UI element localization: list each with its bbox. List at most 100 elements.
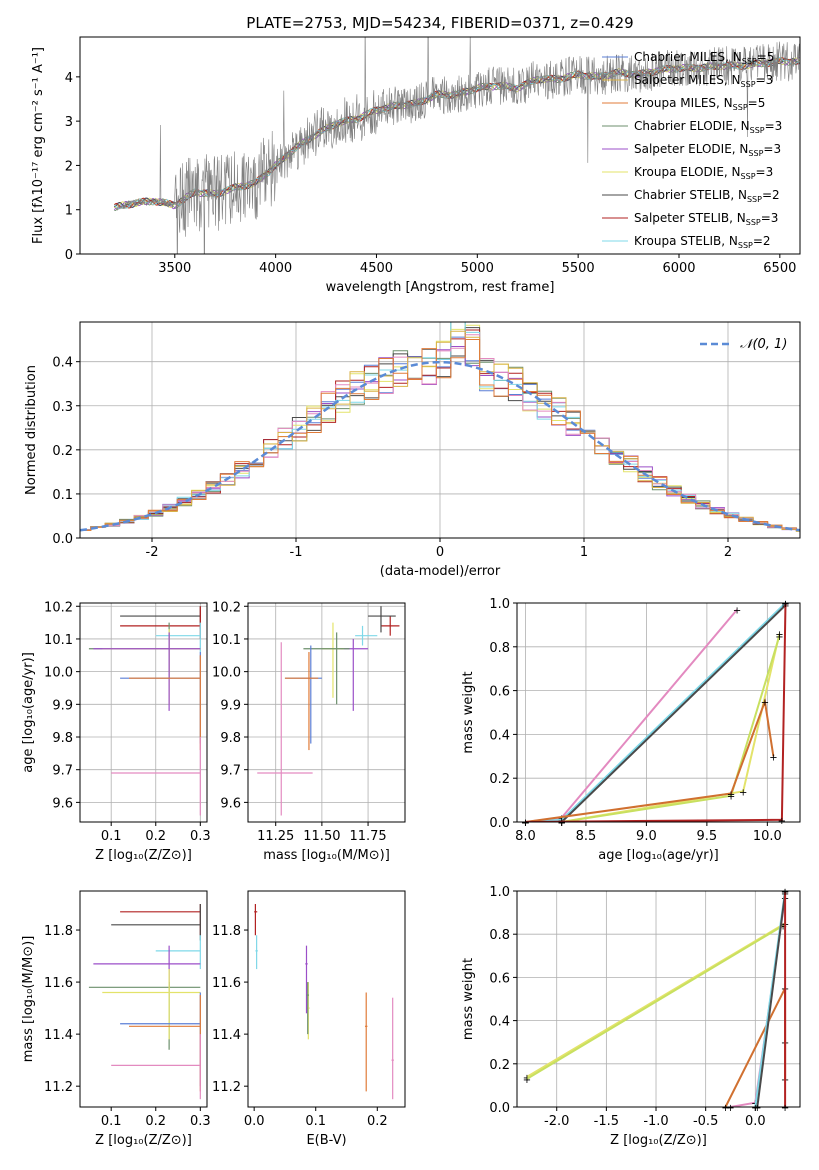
errorbar-point (93, 632, 201, 711)
legend-label: Kroupa MILES, NSSP=5 (634, 96, 765, 112)
y-tick-label: 9.7 (52, 764, 73, 779)
x-tick-label: 0.1 (305, 1114, 326, 1129)
weight-marker: + (769, 752, 777, 763)
weight-line (525, 608, 738, 822)
x-tick-label: -1 (290, 545, 303, 560)
errorbar-point (254, 904, 258, 936)
y-axis-label: age [log₁₀(age/yr)] (21, 652, 36, 773)
x-tick-label: -0.5 (693, 1114, 718, 1129)
y-tick-label: 9.9 (52, 698, 73, 713)
errorbar-point (111, 904, 201, 941)
weight-marker: + (778, 816, 786, 827)
weight-marker: + (521, 818, 529, 829)
x-tick-label: 3500 (158, 261, 191, 276)
x-tick-label: 1 (580, 545, 588, 560)
weight-marker: + (775, 630, 783, 641)
x-axis-label: age [log₁₀(age/yr)] (598, 848, 719, 863)
y-tick-label: 10.0 (44, 666, 73, 681)
x-axis-label: Z [log₁₀(Z/Z⊙)] (95, 848, 192, 863)
y-axis-label: mass [log₁₀(M/M⊙)] (21, 936, 36, 1063)
spectrum-frame (79, 36, 801, 255)
y-tick-label: 11.4 (212, 1028, 241, 1043)
y-tick-label: 11.8 (212, 924, 241, 939)
y-axis-label: mass weight (461, 671, 476, 753)
weight-marker: + (781, 599, 789, 610)
y-tick-label: 0 (65, 248, 73, 263)
x-tick-label: -1.5 (594, 1114, 619, 1129)
x-tick-label: -2.0 (544, 1114, 569, 1129)
x-tick-label: 8.5 (576, 829, 597, 844)
residual-histogram (80, 322, 800, 532)
weight-marker: + (558, 818, 566, 829)
y-tick-label: 9.6 (220, 796, 241, 811)
y-tick-label: 9.6 (52, 796, 73, 811)
weight-marker: + (523, 1075, 531, 1086)
y-axis-label: Flux [fλ10⁻¹⁷ erg cm⁻² s⁻¹ A⁻¹] (31, 47, 46, 244)
legend-label: 𝒩(0, 1) (740, 337, 787, 352)
x-tick-label: 9.5 (697, 829, 718, 844)
weight-marker: + (558, 818, 566, 829)
x-tick-label: 11.50 (303, 829, 340, 844)
y-tick-label: 0.3 (52, 400, 73, 415)
legend-label: Salpeter STELIB, NSSP=3 (634, 211, 778, 227)
weight-marker: + (761, 698, 769, 709)
weight_vs_age-axes (513, 602, 800, 826)
x-tick-label: 0.1 (101, 1114, 122, 1129)
x-tick-label: 8.0 (515, 829, 536, 844)
spectrum-axes (76, 76, 781, 258)
x-tick-label: 4000 (259, 261, 292, 276)
x-tick-label: 0.1 (101, 829, 122, 844)
x-axis-label: E(B-V) (306, 1133, 346, 1148)
weight-marker: + (781, 1103, 789, 1114)
y-tick-label: 0.2 (489, 772, 510, 787)
x-tick-label: 5000 (461, 261, 494, 276)
y-tick-label: 1.0 (489, 597, 510, 612)
x-axis-label: (data-model)/error (380, 564, 501, 579)
errorbar-point (155, 622, 201, 653)
age_vs_mass-frame (247, 602, 406, 823)
observed-spectrum-line (117, 37, 800, 254)
model-spectrum-line (113, 57, 800, 210)
y-tick-label: 10.0 (212, 666, 241, 681)
x-axis-label: Z [log₁₀(Z/Z⊙)] (95, 1133, 192, 1148)
x-tick-label: 5500 (562, 261, 595, 276)
y-tick-label: 0.2 (52, 444, 73, 459)
weight-marker: + (739, 787, 747, 798)
y-tick-label: 0.2 (489, 1058, 510, 1073)
y-tick-label: 0.4 (489, 728, 510, 743)
y-tick-label: 0.6 (489, 971, 510, 986)
mass_vs_ebv-axes (244, 929, 378, 1111)
residuals-frame (79, 321, 801, 539)
y-axis-label: mass weight (461, 958, 476, 1040)
errorbar-point (368, 606, 396, 633)
errorbar-point (391, 997, 394, 1100)
weight-line (526, 924, 784, 1080)
weight-marker: + (521, 818, 529, 829)
mass_vs_Z-frame (79, 890, 208, 1108)
y-tick-label: 0.0 (489, 816, 510, 831)
x-tick-label: 0.0 (244, 1114, 265, 1129)
errorbar-point (93, 945, 201, 988)
errorbar-point (111, 737, 201, 816)
y-tick-label: 11.4 (44, 1028, 73, 1043)
y-tick-label: 10.1 (212, 633, 241, 648)
errorbar-point (284, 652, 319, 751)
legend-label: Kroupa ELODIE, NSSP=3 (634, 165, 773, 181)
errorbar-point (88, 622, 201, 679)
y-tick-label: 11.6 (44, 976, 73, 991)
weight-line (525, 635, 781, 822)
errorbar-point (102, 629, 201, 705)
x-tick-label: 6000 (662, 261, 695, 276)
x-tick-label: 0.2 (145, 829, 166, 844)
y-tick-label: 1 (65, 204, 73, 219)
legend-label: Kroupa STELIB, NSSP=2 (634, 234, 771, 250)
age_vs_mass-axes (244, 603, 405, 826)
x-tick-label: 0 (436, 545, 444, 560)
weight-marker: + (779, 922, 787, 933)
errorbar-point (120, 904, 201, 936)
y-tick-label: 1.0 (489, 885, 510, 900)
legend-label: Salpeter ELODIE, NSSP=3 (634, 142, 781, 158)
y-tick-label: 10.1 (44, 633, 73, 648)
weight_vs_Z-frame (516, 890, 801, 1108)
